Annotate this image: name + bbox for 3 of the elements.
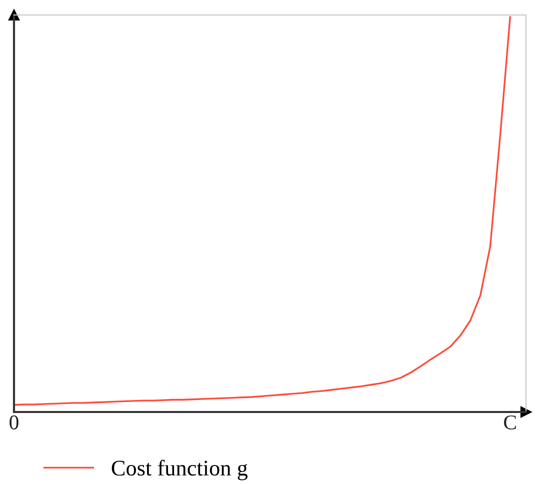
x-tick-label: 0 xyxy=(10,415,18,430)
x-tick-label: C xyxy=(504,415,516,430)
legend-label: Cost function g xyxy=(112,460,248,480)
